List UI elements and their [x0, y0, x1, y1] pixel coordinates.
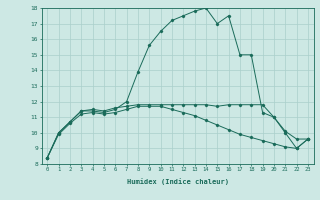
- X-axis label: Humidex (Indice chaleur): Humidex (Indice chaleur): [127, 178, 228, 185]
